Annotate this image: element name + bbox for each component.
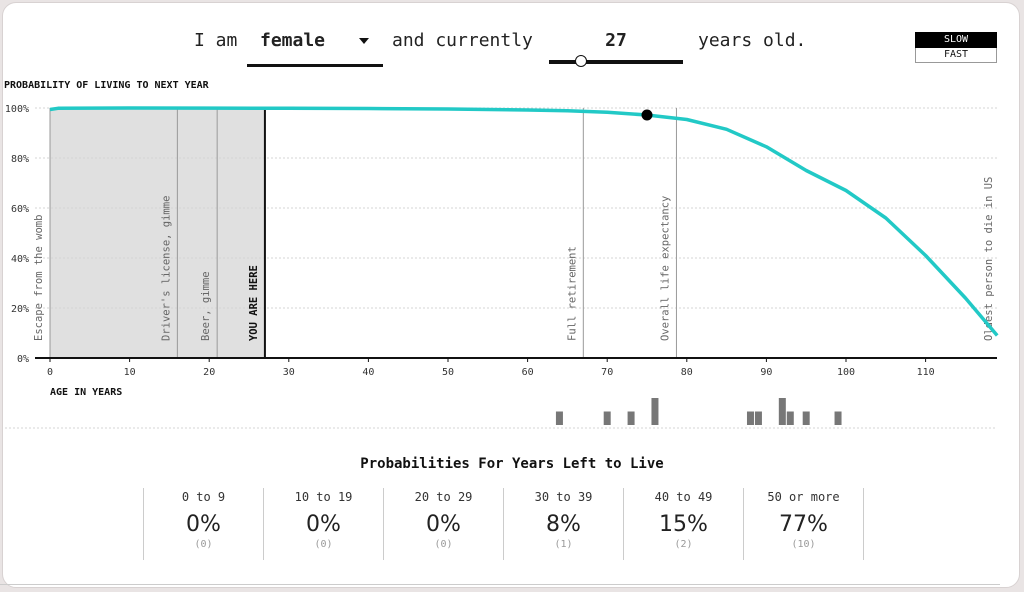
x-tick-label: 30 <box>283 367 295 378</box>
bin-count: (0) <box>434 539 453 550</box>
sex-value: female <box>260 30 326 51</box>
years-left-bin: 30 to 39 8% (1) <box>503 488 623 560</box>
x-tick-label: 10 <box>124 367 136 378</box>
histogram-bar <box>754 411 762 425</box>
bin-label: 40 to 49 <box>654 490 713 504</box>
chevron-down-icon <box>359 38 369 44</box>
x-tick-label: 20 <box>203 367 215 378</box>
x-tick-label: 60 <box>522 367 534 378</box>
lived-years-shade <box>50 108 265 358</box>
chart-title: PROBABILITY OF LIVING TO NEXT YEAR <box>4 80 209 91</box>
bin-count: (0) <box>194 539 213 550</box>
histogram-bar <box>778 398 786 425</box>
x-tick-label: 110 <box>917 367 935 378</box>
milestone-label: YOU ARE HERE <box>248 265 260 341</box>
y-tick-label: 100% <box>5 104 29 115</box>
x-tick-label: 50 <box>442 367 454 378</box>
y-tick-label: 60% <box>11 204 29 215</box>
sex-dropdown[interactable]: female <box>247 28 383 67</box>
bin-label: 50 or more <box>767 490 840 504</box>
bin-label: 0 to 9 <box>181 490 226 504</box>
bin-count: (10) <box>791 539 816 550</box>
years-left-bin: 0 to 9 0% (0) <box>143 488 263 560</box>
histogram-bar <box>555 411 563 425</box>
bin-percent: 77% <box>779 512 828 537</box>
simulated-age-marker <box>641 109 653 121</box>
histogram-bar <box>627 411 635 425</box>
survival-chart: 0% 20% 40% 60% 80% 100% Escape from the womb Dr… <box>5 104 999 429</box>
intro-sentence: I am female and currently 27 years old. <box>0 28 1024 68</box>
age-slider-thumb[interactable] <box>575 55 587 67</box>
x-tick-label: 70 <box>601 367 613 378</box>
speed-toggle: SLOW FAST <box>915 32 997 63</box>
years-left-bin: 50 or more 77% (10) <box>743 488 864 560</box>
histogram-bar <box>746 411 754 425</box>
x-axis-label: AGE IN YEARS <box>50 387 122 398</box>
bin-label: 20 to 29 <box>414 490 473 504</box>
bin-count: (2) <box>674 539 693 550</box>
speed-slow-button[interactable]: SLOW <box>915 32 997 48</box>
years-left-bin: 40 to 49 15% (2) <box>623 488 743 560</box>
bin-percent: 0% <box>426 512 461 537</box>
x-tick-label: 40 <box>362 367 374 378</box>
middle-text: and currently <box>392 30 533 51</box>
bottom-divider <box>0 584 1000 585</box>
bin-percent: 0% <box>186 512 221 537</box>
histogram-bar <box>651 398 659 425</box>
y-tick-label: 80% <box>11 154 29 165</box>
bin-percent: 8% <box>546 512 581 537</box>
x-tick-label: 0 <box>47 367 53 378</box>
bin-label: 10 to 19 <box>294 490 353 504</box>
milestone-label: Beer, gimme <box>200 271 212 341</box>
x-tick-label: 100 <box>837 367 855 378</box>
y-tick-label: 40% <box>11 254 29 265</box>
milestone-label: Full retirement <box>566 246 578 341</box>
years-left-bin: 10 to 19 0% (0) <box>263 488 383 560</box>
bin-percent: 15% <box>659 512 708 537</box>
histogram-bar <box>786 411 794 425</box>
y-tick-label: 20% <box>11 304 29 315</box>
x-tick-label: 90 <box>760 367 772 378</box>
histogram-bar <box>802 411 810 425</box>
milestone-label: Oldest person to die in US <box>983 177 995 341</box>
histogram-bar <box>834 411 842 425</box>
years-left-bin: 20 to 29 0% (0) <box>383 488 503 560</box>
table-title: Probabilities For Years Left to Live <box>360 456 664 472</box>
milestone-label: Escape from the womb <box>33 215 45 341</box>
years-left-table: 0 to 9 0% (0) 10 to 19 0% (0) 20 to 29 0% (0) 30 … <box>143 488 864 560</box>
suffix-text: years old. <box>698 30 807 51</box>
bin-count: (0) <box>314 539 333 550</box>
histogram-bar <box>603 411 611 425</box>
x-tick-label: 80 <box>681 367 693 378</box>
milestone-label: Driver's license, gimme <box>160 196 172 341</box>
bin-count: (1) <box>554 539 573 550</box>
y-tick-label: 0% <box>17 354 29 365</box>
milestone-label: Overall life expectancy <box>659 196 671 341</box>
age-slider[interactable] <box>549 55 683 67</box>
prefix-text: I am <box>194 30 238 51</box>
age-value: 27 <box>605 30 627 51</box>
speed-fast-button[interactable]: FAST <box>915 48 997 63</box>
bin-label: 30 to 39 <box>534 490 593 504</box>
bin-percent: 0% <box>306 512 341 537</box>
survival-curve <box>49 106 999 337</box>
